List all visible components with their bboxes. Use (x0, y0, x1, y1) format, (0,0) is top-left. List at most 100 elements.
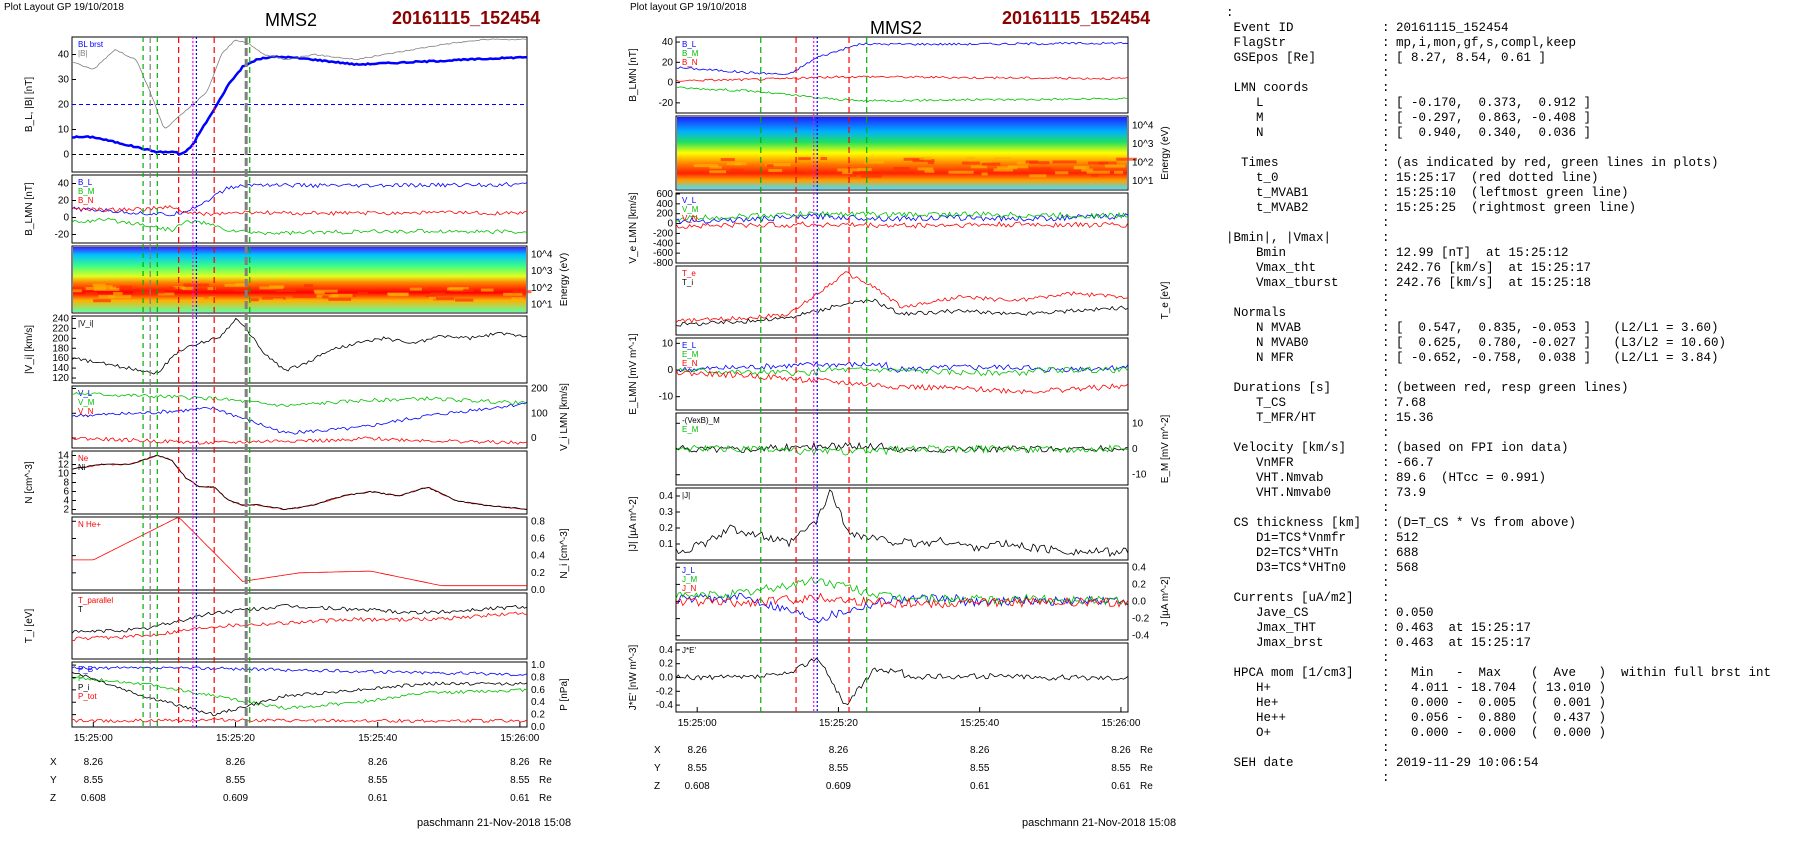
spectrogram-cell (693, 164, 719, 168)
ephemeris-unit: Re (1140, 763, 1153, 774)
info-value (1396, 306, 1801, 321)
ephemeris-value: 0.61 (368, 793, 388, 804)
panel: E_LMN [mV m^-1] -10 0 10 E_LE_ME_N (628, 333, 1129, 415)
ephemeris-value: 8.55 (84, 775, 104, 786)
info-key: Times (1226, 156, 1279, 170)
legend-entry: V_L (78, 389, 93, 398)
spectrogram-cell (167, 287, 177, 291)
tick-label: 0.0 (531, 722, 545, 733)
ephemeris-value: 0.608 (81, 793, 106, 804)
ephemeris-value: 0.61 (1111, 781, 1131, 792)
spectrogram-cell (1086, 170, 1110, 174)
ephemeris-value: 8.26 (368, 757, 388, 768)
axis-label: B_L, |B| [nT] (24, 77, 35, 132)
info-key: L (1226, 96, 1264, 110)
spectrogram-cell (250, 298, 259, 302)
axis-label: Energy (eV) (1160, 126, 1171, 179)
info-colon: : (1382, 411, 1390, 425)
spectrogram-cell (387, 292, 409, 296)
tick-label: 0.8 (531, 516, 545, 527)
event-info-panel: : Event ID:20161115_152454 FlagStr: mp,i,… (1226, 6, 1801, 796)
spectrogram-cell (720, 158, 735, 162)
legend-entry: P_B (78, 665, 93, 674)
spectrogram-cell (433, 297, 455, 301)
spectrogram-cell (948, 170, 974, 174)
tick-label: 15:25:20 (819, 718, 858, 729)
ephemeris-value: 8.55 (368, 775, 388, 786)
tick-label: 0.2 (1132, 579, 1146, 590)
info-row: Bmin:12.99 [nT] at 15:25:12 (1226, 246, 1801, 261)
legend-entry: V_N (682, 214, 698, 223)
info-row: SEH date:2019-11-29 10:06:54 (1226, 756, 1801, 771)
info-value: 12.99 [nT] at 15:25:12 (1396, 246, 1569, 260)
spectrogram-cell (1029, 174, 1047, 178)
spectrogram-cell (512, 290, 532, 294)
info-key: Velocity [km/s] (1226, 441, 1347, 455)
tick-label: 20 (58, 196, 70, 207)
tick-label: 10^2 (1132, 157, 1154, 168)
spectrogram-cell (966, 156, 976, 160)
spectrogram-cell (454, 298, 474, 302)
info-colon: : (1382, 141, 1390, 155)
legend-entry: J_L (682, 566, 695, 575)
axis-label: T_i [eV] (24, 609, 35, 644)
info-key: SEH date (1226, 756, 1294, 770)
spectrogram-cell (981, 172, 988, 176)
spectrogram-cell (328, 297, 352, 301)
info-row: Jave_CS:0.050 (1226, 606, 1801, 621)
info-value: 15:25:17 (red dotted line) (1396, 171, 1599, 185)
tick-label: 40 (58, 50, 70, 61)
spectrogram-cell (962, 161, 981, 165)
series-line (675, 441, 1129, 454)
info-colon: : (1382, 96, 1390, 110)
tick-label: 0.0 (1132, 597, 1146, 608)
spectrogram-cell (858, 168, 872, 172)
tick-label: 0.0 (531, 585, 545, 596)
info-value: (as indicated by red, green lines in plo… (1396, 156, 1719, 170)
info-colon: : (1382, 66, 1390, 80)
ephemeris-label: Z (654, 781, 660, 792)
info-value: 2019-11-29 10:06:54 (1396, 756, 1539, 770)
info-row: M: [ -0.297, 0.863, -0.408 ] (1226, 111, 1801, 126)
tick-label: 40 (58, 179, 70, 190)
info-value (1396, 6, 1801, 21)
tick-label: 10^1 (531, 300, 553, 311)
info-value: 73.9 (1396, 486, 1427, 500)
info-colon: : (1382, 771, 1390, 785)
info-row: : (1226, 66, 1801, 81)
info-key (1226, 66, 1382, 81)
axis-label: P [nPa] (559, 678, 570, 711)
info-key: N MVAB0 (1226, 336, 1309, 350)
spectrogram-cell (72, 289, 82, 293)
legend-entry: |J| (682, 491, 690, 500)
info-row: Event ID:20161115_152454 (1226, 21, 1801, 36)
tick-label: 15:25:40 (358, 733, 397, 744)
spectrogram-cell (981, 162, 1001, 166)
info-colon: : (1382, 636, 1390, 650)
tick-label: 0.4 (659, 491, 673, 502)
spectrogram-cell (322, 295, 329, 299)
info-value (1396, 651, 1801, 666)
legend-entry: |B| (78, 49, 88, 58)
legend-entry: J_M (682, 575, 697, 584)
info-row: T_CS:7.68 (1226, 396, 1801, 411)
info-value: 4.011 - 18.704 ( 13.010 ) (1396, 681, 1607, 695)
tick-label: 0.6 (531, 533, 545, 544)
info-row: T_MFR/HT:15.36 (1226, 411, 1801, 426)
spectrogram-cell (917, 167, 934, 171)
ephemeris-value: 8.26 (687, 745, 707, 756)
info-value: [ -0.297, 0.863, -0.408 ] (1396, 111, 1592, 125)
spectrogram-cell (805, 171, 815, 175)
spectrogram-cell (919, 156, 932, 160)
info-colon: : (1382, 21, 1390, 35)
tick-label: 10 (1132, 418, 1144, 429)
tick-label: 10^2 (531, 283, 553, 294)
info-row: Vmax_tht:242.76 [km/s] at 15:25:17 (1226, 261, 1801, 276)
spectrogram-cell (993, 168, 1014, 172)
spectrogram-cell (156, 290, 165, 294)
spectrogram-cell (860, 174, 882, 178)
info-value (1396, 141, 1801, 156)
series-line (675, 444, 1129, 457)
